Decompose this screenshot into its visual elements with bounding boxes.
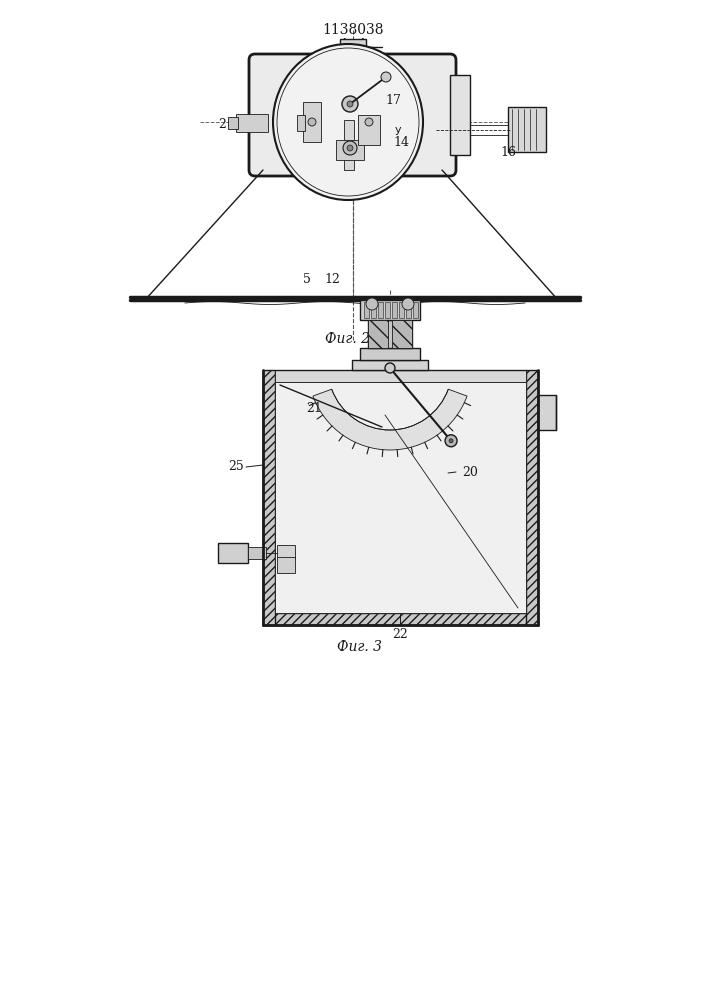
- Bar: [378, 302, 383, 318]
- Circle shape: [365, 118, 373, 126]
- Text: 16: 16: [500, 145, 516, 158]
- Text: 22: 22: [392, 628, 408, 641]
- Bar: [236, 114, 268, 132]
- Circle shape: [347, 145, 353, 151]
- Bar: [303, 102, 321, 142]
- Bar: [406, 302, 411, 318]
- Bar: [336, 140, 364, 160]
- Bar: [413, 302, 418, 318]
- Text: 25: 25: [228, 460, 244, 474]
- Circle shape: [308, 118, 316, 126]
- Bar: [263, 613, 538, 625]
- Circle shape: [385, 363, 395, 373]
- Text: у: у: [395, 125, 402, 135]
- Bar: [228, 117, 238, 129]
- Bar: [275, 370, 526, 382]
- Circle shape: [366, 298, 378, 310]
- Text: 17: 17: [385, 94, 401, 106]
- Bar: [344, 120, 354, 170]
- Text: 20: 20: [462, 466, 478, 479]
- Bar: [275, 382, 526, 613]
- Bar: [538, 395, 556, 430]
- Bar: [248, 547, 266, 559]
- Bar: [277, 545, 295, 559]
- Bar: [392, 302, 397, 318]
- Text: А–А: А–А: [338, 38, 368, 52]
- Circle shape: [343, 141, 357, 155]
- Bar: [399, 302, 404, 318]
- Bar: [218, 543, 248, 563]
- Bar: [392, 320, 412, 348]
- Circle shape: [449, 439, 453, 443]
- Text: 1138038: 1138038: [322, 23, 384, 37]
- Bar: [360, 348, 420, 360]
- Circle shape: [347, 101, 353, 107]
- Bar: [508, 107, 546, 152]
- Text: Фиг. 3: Фиг. 3: [337, 640, 382, 654]
- Bar: [360, 300, 420, 320]
- Text: 21: 21: [306, 402, 322, 416]
- Bar: [340, 39, 366, 47]
- Bar: [450, 75, 470, 155]
- Bar: [358, 115, 380, 145]
- Text: Фиг. 2: Фиг. 2: [325, 332, 370, 346]
- FancyBboxPatch shape: [249, 54, 456, 176]
- Bar: [263, 370, 275, 625]
- Bar: [333, 47, 373, 63]
- Bar: [368, 320, 388, 348]
- Text: 5: 5: [303, 273, 311, 286]
- Bar: [385, 302, 390, 318]
- Ellipse shape: [273, 44, 423, 200]
- Bar: [277, 557, 295, 573]
- Text: 2: 2: [218, 117, 226, 130]
- Bar: [368, 320, 412, 348]
- Bar: [297, 115, 305, 131]
- Circle shape: [445, 435, 457, 447]
- Bar: [526, 370, 538, 625]
- Circle shape: [342, 96, 358, 112]
- Bar: [364, 302, 369, 318]
- Bar: [384, 305, 396, 370]
- Bar: [352, 360, 428, 370]
- Text: 14: 14: [393, 135, 409, 148]
- Bar: [371, 302, 376, 318]
- Circle shape: [285, 548, 295, 558]
- Text: 12: 12: [324, 273, 340, 286]
- Wedge shape: [313, 389, 467, 450]
- Circle shape: [402, 298, 414, 310]
- Circle shape: [381, 72, 391, 82]
